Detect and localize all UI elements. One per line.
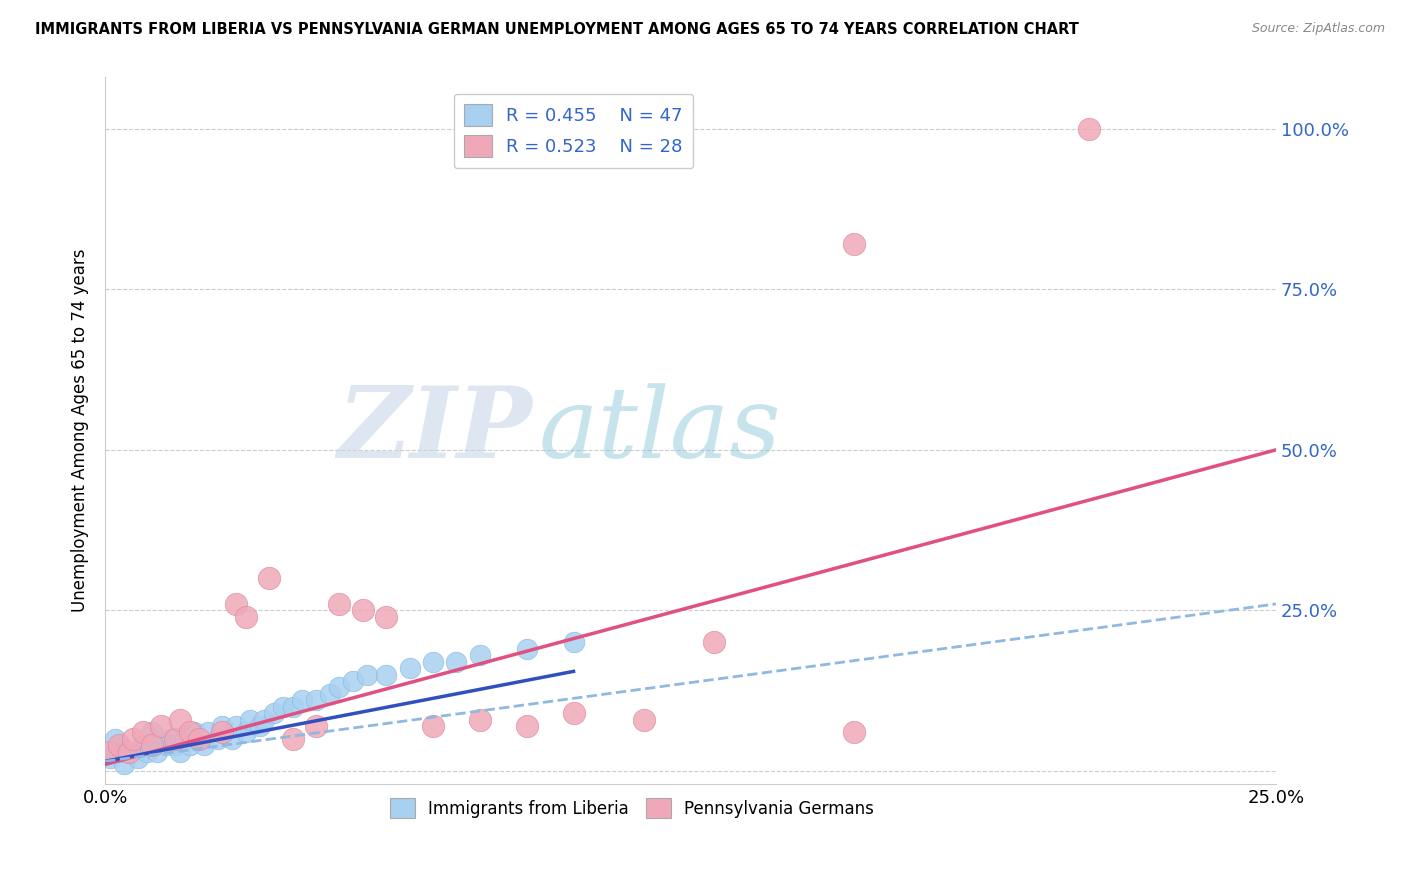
Text: IMMIGRANTS FROM LIBERIA VS PENNSYLVANIA GERMAN UNEMPLOYMENT AMONG AGES 65 TO 74 : IMMIGRANTS FROM LIBERIA VS PENNSYLVANIA … (35, 22, 1078, 37)
Point (257, 571, 280, 585)
Point (328, 681, 350, 695)
Point (131, 738, 153, 752)
Point (112, 745, 135, 759)
Point (844, 725, 866, 739)
Point (141, 738, 163, 752)
Point (291, 693, 314, 707)
Point (249, 719, 271, 733)
Point (562, 706, 585, 720)
Point (281, 731, 304, 746)
Point (235, 609, 257, 624)
Point (235, 725, 257, 739)
Point (98, 745, 121, 759)
Point (398, 661, 420, 675)
Point (207, 731, 229, 746)
Point (468, 648, 491, 663)
Point (193, 738, 215, 752)
Point (173, 731, 195, 746)
Point (159, 731, 181, 746)
Point (319, 687, 342, 701)
Point (516, 641, 538, 656)
Point (375, 609, 398, 624)
Y-axis label: Unemployment Among Ages 65 to 74 years: Unemployment Among Ages 65 to 74 years (72, 249, 89, 612)
Point (422, 719, 444, 733)
Point (342, 673, 364, 688)
Point (221, 731, 243, 746)
Point (271, 699, 294, 714)
Point (305, 719, 328, 733)
Point (112, 757, 135, 772)
Text: atlas: atlas (538, 383, 782, 478)
Point (633, 713, 655, 727)
Point (117, 745, 139, 759)
Point (98, 751, 121, 765)
Point (150, 719, 173, 733)
Point (103, 745, 125, 759)
Point (225, 719, 247, 733)
Point (183, 725, 205, 739)
Text: Source: ZipAtlas.com: Source: ZipAtlas.com (1251, 22, 1385, 36)
Point (141, 725, 163, 739)
Point (108, 738, 131, 752)
Point (187, 731, 209, 746)
Text: ZIP: ZIP (337, 383, 533, 479)
Point (103, 731, 125, 746)
Point (1077, 121, 1099, 136)
Point (703, 635, 725, 649)
Point (131, 725, 153, 739)
Point (352, 603, 374, 617)
Point (328, 597, 350, 611)
Point (211, 719, 233, 733)
Point (844, 237, 866, 252)
Point (127, 751, 149, 765)
Point (253, 713, 276, 727)
Point (422, 655, 444, 669)
Point (179, 738, 201, 752)
Point (136, 745, 159, 759)
Point (145, 745, 167, 759)
Point (468, 713, 491, 727)
Legend: Immigrants from Liberia, Pennsylvania Germans: Immigrants from Liberia, Pennsylvania Ge… (384, 791, 880, 825)
Point (155, 738, 177, 752)
Point (356, 667, 378, 681)
Point (141, 738, 163, 752)
Point (169, 745, 191, 759)
Point (165, 738, 187, 752)
Point (516, 719, 538, 733)
Point (562, 635, 585, 649)
Point (187, 731, 209, 746)
Point (263, 706, 285, 720)
Point (305, 693, 328, 707)
Point (165, 731, 187, 746)
Point (446, 655, 468, 669)
Point (225, 597, 247, 611)
Point (211, 725, 233, 739)
Point (169, 713, 191, 727)
Point (375, 667, 398, 681)
Point (197, 725, 219, 739)
Point (239, 713, 262, 727)
Point (122, 731, 145, 746)
Point (179, 725, 201, 739)
Point (117, 745, 139, 759)
Point (108, 738, 131, 752)
Point (281, 699, 304, 714)
